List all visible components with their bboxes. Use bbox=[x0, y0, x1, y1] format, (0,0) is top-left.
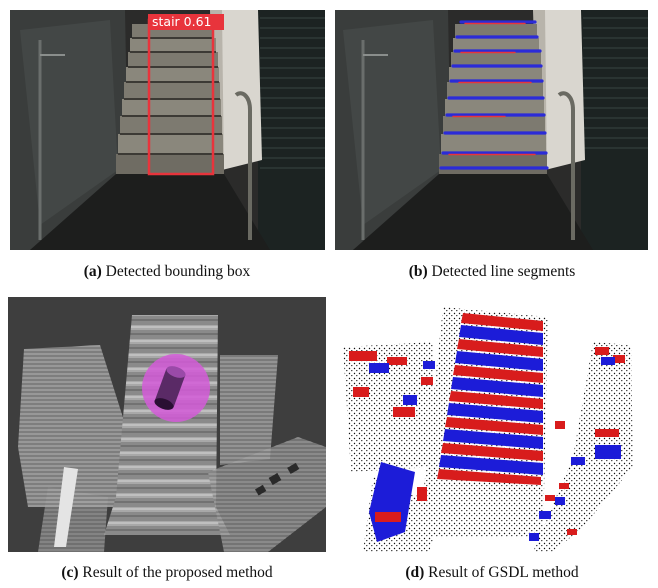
caption-a-text: Detected bounding box bbox=[105, 263, 251, 280]
caption-c-label: (c) bbox=[61, 564, 79, 581]
point-cloud-gsdl bbox=[333, 297, 651, 552]
panel-d-image bbox=[333, 297, 651, 552]
detection-label-bg bbox=[148, 14, 224, 30]
caption-d: (d) Result of GSDL method bbox=[331, 563, 653, 583]
panel-a-image: stair 0.61 bbox=[10, 10, 325, 250]
caption-b-text: Detected line segments bbox=[431, 263, 576, 280]
gsdl-stair-stripes bbox=[437, 313, 543, 485]
point-cloud-proposed bbox=[8, 297, 326, 552]
caption-c: (c) Result of the proposed method bbox=[6, 563, 328, 583]
stair-photo-a: stair 0.61 bbox=[10, 10, 325, 250]
caption-d-label: (d) bbox=[405, 564, 425, 581]
detection-label: stair 0.61 bbox=[152, 14, 212, 29]
caption-a: (a) Detected bounding box bbox=[6, 262, 328, 282]
caption-c-text: Result of the proposed method bbox=[82, 564, 273, 581]
line-segments bbox=[439, 20, 549, 170]
cylinder-marker bbox=[154, 366, 186, 410]
panel-b-image bbox=[335, 10, 648, 250]
panel-c-image bbox=[8, 297, 326, 552]
caption-a-label: (a) bbox=[83, 263, 102, 280]
caption-b-label: (b) bbox=[408, 263, 428, 280]
caption-b: (b) Detected line segments bbox=[331, 262, 653, 282]
stair-photo-b bbox=[335, 10, 648, 250]
caption-d-text: Result of GSDL method bbox=[428, 564, 579, 581]
